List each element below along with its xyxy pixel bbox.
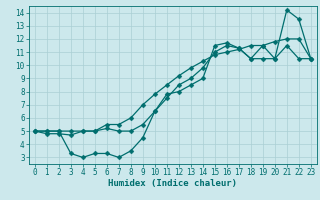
- X-axis label: Humidex (Indice chaleur): Humidex (Indice chaleur): [108, 179, 237, 188]
